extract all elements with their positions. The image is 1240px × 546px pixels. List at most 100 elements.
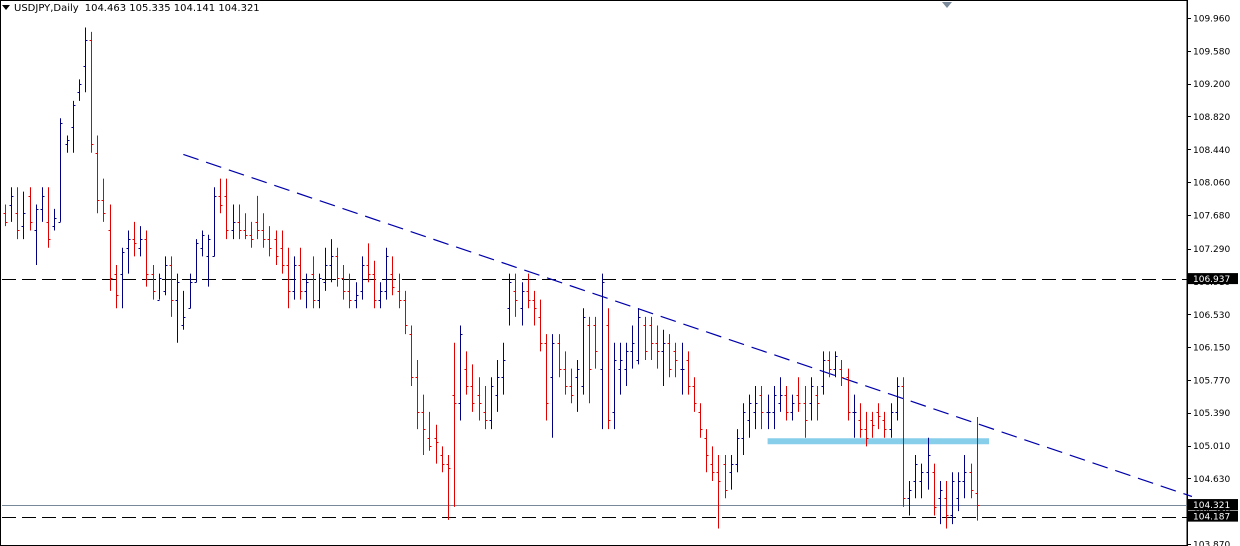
dropdown-arrow-icon[interactable] bbox=[2, 5, 10, 10]
ohlc-bar bbox=[243, 213, 248, 240]
price-label-text: 104.187 bbox=[1193, 513, 1230, 523]
ohlc-bar bbox=[427, 411, 432, 451]
ohlc-bar bbox=[698, 403, 703, 438]
ohlc-bar bbox=[440, 446, 445, 473]
ohlc-bar bbox=[452, 342, 457, 507]
ohlc-bar bbox=[600, 273, 605, 430]
ohlc-bar bbox=[501, 342, 506, 395]
ohlc-bar bbox=[636, 308, 641, 365]
ohlc-bar bbox=[593, 316, 598, 369]
ohlc-bar bbox=[766, 394, 771, 430]
ohlc-bar bbox=[114, 265, 119, 309]
ohlc-bar bbox=[895, 377, 900, 421]
ohlc-bar bbox=[378, 282, 383, 309]
ohlc-bar bbox=[513, 273, 518, 317]
ohlc-bar bbox=[550, 334, 555, 438]
ohlc-bar bbox=[329, 239, 334, 283]
ohlc-bar bbox=[15, 187, 20, 240]
price-label-text: 104.321 bbox=[1193, 501, 1230, 511]
ohlc-bar bbox=[532, 290, 537, 326]
ohlc-bar bbox=[311, 256, 316, 309]
ohlc-bar bbox=[772, 385, 777, 430]
ohlc-bar bbox=[686, 351, 691, 395]
ohlc-bar bbox=[962, 455, 967, 499]
ohlc-readout: 104.463 105.335 104.141 104.321 bbox=[84, 3, 260, 14]
trendline-line[interactable] bbox=[183, 153, 1193, 498]
ohlc-bar bbox=[458, 325, 463, 421]
ohlc-bar bbox=[9, 187, 14, 222]
ohlc-bar bbox=[181, 290, 186, 330]
chart-shift-marker-icon[interactable] bbox=[942, 2, 952, 8]
y-tick-label: 105.770 bbox=[1193, 376, 1230, 386]
ohlc-bar bbox=[747, 394, 752, 438]
ohlc-bar bbox=[280, 230, 285, 274]
ohlc-bar bbox=[470, 364, 475, 412]
ohlc-bar bbox=[28, 187, 33, 231]
y-tick-label: 106.530 bbox=[1193, 311, 1230, 321]
ohlc-bar bbox=[846, 368, 851, 421]
ohlc-bar bbox=[569, 368, 574, 404]
ohlc-bar bbox=[839, 360, 844, 386]
chart-title-bar: USDJPY,Daily 104.463 105.335 104.141 104.… bbox=[2, 3, 260, 14]
y-tick-label: 107.290 bbox=[1193, 245, 1230, 255]
ohlc-bar bbox=[692, 377, 697, 412]
ohlc-bar bbox=[77, 79, 82, 101]
ohlc-bar bbox=[870, 411, 875, 438]
ohlc-bar bbox=[563, 351, 568, 395]
ohlc-bar bbox=[188, 273, 193, 309]
ohlc-bar bbox=[778, 377, 783, 412]
symbol-timeframe-label: USDJPY,Daily bbox=[14, 3, 79, 14]
ohlc-bar bbox=[409, 325, 414, 386]
y-tick-label: 109.960 bbox=[1193, 15, 1230, 25]
price-label-box bbox=[1188, 273, 1238, 285]
ohlc-bar bbox=[544, 334, 549, 421]
ohlc-bar bbox=[415, 360, 420, 430]
price-label-box bbox=[1188, 510, 1238, 522]
ohlc-bar bbox=[132, 221, 137, 257]
ohlc-bar bbox=[821, 351, 826, 395]
ohlc-bar bbox=[169, 256, 174, 317]
y-tick-label: 108.440 bbox=[1193, 146, 1230, 156]
ohlc-bar bbox=[46, 187, 51, 248]
ohlc-bar bbox=[34, 204, 39, 266]
ohlc-bar bbox=[735, 429, 740, 473]
ohlc-bar bbox=[710, 446, 715, 481]
ohlc-bar bbox=[833, 351, 838, 378]
ohlc-bar bbox=[323, 247, 328, 291]
ohlc-bar bbox=[292, 256, 297, 300]
ohlc-bar bbox=[218, 178, 223, 214]
ohlc-bar bbox=[477, 377, 482, 421]
ohlc-bar bbox=[384, 247, 389, 300]
ohlc-bar bbox=[852, 394, 857, 438]
ohlc-bar bbox=[575, 360, 580, 412]
ohlc-bar bbox=[784, 385, 789, 421]
price-label-box bbox=[1188, 499, 1238, 511]
ohlc-bar bbox=[298, 247, 303, 300]
ohlc-bar bbox=[950, 472, 955, 525]
y-tick-label: 107.680 bbox=[1193, 211, 1230, 221]
ohlc-bar bbox=[237, 204, 242, 240]
ohlc-bar bbox=[753, 385, 758, 430]
ohlc-bar bbox=[231, 204, 236, 240]
y-tick-label: 109.580 bbox=[1193, 47, 1230, 57]
ohlc-bar bbox=[673, 342, 678, 378]
ohlc-bar bbox=[347, 273, 352, 309]
ohlc-bar bbox=[876, 403, 881, 430]
ohlc-bar bbox=[630, 325, 635, 369]
ohlc-bar bbox=[944, 480, 949, 529]
ohlc-bar bbox=[581, 308, 586, 395]
ohlc-bar bbox=[901, 377, 906, 507]
ohlc-bar bbox=[919, 463, 924, 499]
ohlc-bar bbox=[83, 27, 88, 93]
ohlc-bar bbox=[120, 247, 125, 309]
ohlc-bar bbox=[360, 256, 365, 300]
ohlc-bar bbox=[587, 316, 592, 404]
ohlc-bar bbox=[507, 273, 512, 326]
ohlc-bar bbox=[126, 230, 131, 274]
ohlc-bar bbox=[434, 424, 439, 464]
ohlc-bar bbox=[304, 273, 309, 309]
ohlc-bar bbox=[390, 256, 395, 296]
ohlc-bar bbox=[716, 455, 721, 529]
